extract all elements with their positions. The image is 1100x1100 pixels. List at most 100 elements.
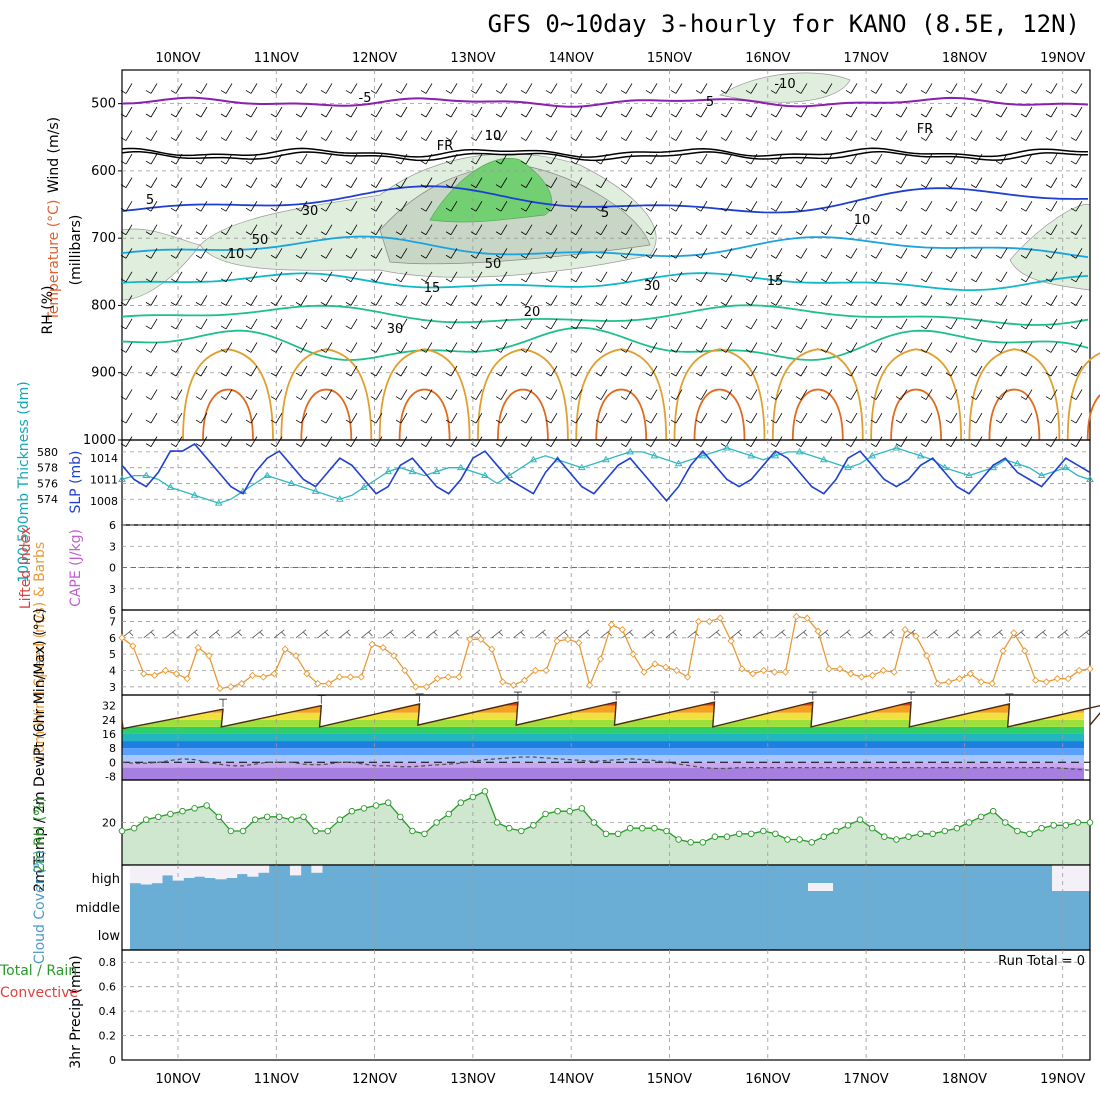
wind-barb	[445, 224, 458, 236]
wind-barb	[645, 389, 658, 400]
wind-barb	[270, 365, 283, 377]
wind-barb	[220, 130, 233, 141]
wind-barb	[670, 130, 683, 141]
precip-tick: 0.6	[99, 981, 117, 994]
contour-label: -10	[774, 77, 795, 92]
wind-barb	[370, 106, 383, 118]
thickness-point	[481, 471, 489, 479]
wind-barb	[670, 83, 683, 94]
wind-barb	[495, 365, 508, 377]
isotherm-15	[121, 272, 1089, 291]
wind-barb	[1070, 224, 1083, 236]
wind-barb	[920, 224, 933, 236]
isotherm-20	[121, 304, 1089, 326]
thickness-point	[408, 467, 417, 475]
rh-point	[735, 830, 743, 838]
wind-barb	[395, 365, 408, 377]
wind-barb	[170, 200, 183, 212]
rh-point	[941, 827, 949, 835]
wind-barb	[720, 200, 733, 212]
precip-tick: 0.2	[99, 1030, 117, 1043]
wind-barb	[120, 365, 133, 377]
wind-tick: 7	[109, 615, 116, 628]
wind-barb	[370, 200, 383, 212]
rh-point	[1038, 824, 1045, 832]
wind-barb	[895, 342, 908, 353]
wind-barb	[445, 271, 458, 283]
wind-barb	[820, 295, 833, 306]
wind-barb	[170, 389, 183, 400]
wind-barb	[645, 436, 658, 447]
wind-barb	[695, 200, 708, 212]
isotherm-35	[791, 388, 844, 441]
wind-barb	[820, 342, 833, 353]
contour-label: 15	[767, 274, 784, 289]
wind-barb	[945, 318, 958, 330]
wind-barb	[470, 83, 483, 94]
cloud-high-gap-mid	[808, 883, 833, 891]
thickness-point	[505, 471, 514, 479]
wind10m-point	[705, 617, 713, 626]
wind-barb	[895, 295, 908, 306]
wind-barb	[645, 224, 658, 236]
wind-barb	[870, 200, 883, 212]
convective-label: Convective	[0, 985, 78, 1001]
wind-barb	[345, 342, 358, 353]
date-label-top: 17NOV	[844, 51, 889, 66]
li-tick: 6	[109, 604, 116, 617]
wind10m-barb	[230, 629, 243, 639]
wind-barb	[920, 295, 933, 306]
wind-barb	[870, 318, 883, 330]
wind-barb	[1045, 412, 1058, 424]
li-tick: 6	[109, 519, 116, 532]
lifted-index-panel: 6 3 0 3 6	[109, 519, 1091, 617]
wind-barb	[620, 200, 633, 212]
rh-point	[747, 830, 755, 838]
rh-point	[626, 824, 634, 832]
wind-barb	[695, 342, 708, 353]
wind-barb	[695, 412, 708, 424]
date-label-bottom: 15NOV	[647, 1072, 692, 1087]
wind-barb	[570, 153, 583, 165]
wind-barb	[795, 295, 808, 306]
wind-barb	[1045, 130, 1058, 141]
wind-barb	[520, 271, 533, 283]
wind-barb	[820, 83, 833, 94]
thickness-point	[892, 443, 901, 451]
contour-label: 30	[302, 204, 319, 219]
wind-barb	[1020, 200, 1033, 212]
wind-barb	[220, 295, 233, 306]
wind-barb	[345, 389, 358, 400]
wind-barb	[195, 342, 208, 353]
wind-barb	[420, 177, 433, 188]
wind-barb	[395, 295, 408, 306]
isotherm-25	[121, 326, 1089, 361]
precip-panel: 0 0.2 0.4 0.6 0.8	[99, 949, 1091, 1067]
wind-barb	[295, 83, 308, 94]
wind10m-point	[346, 673, 355, 681]
wind-barb	[1070, 365, 1083, 377]
thickness-point	[723, 443, 731, 451]
wind-barb	[895, 436, 908, 447]
wind10m-axis-label: 10m Wind Speed (m/s) & Barbs	[32, 542, 48, 762]
wind10m-barb	[339, 629, 351, 639]
wind-barb	[270, 200, 283, 212]
wind10m-point	[901, 625, 909, 634]
rh-point	[1002, 819, 1009, 826]
wind-barb	[345, 130, 358, 141]
wind-barb	[895, 130, 908, 141]
wind10m-line	[121, 615, 1091, 690]
precip-tick: 0.8	[99, 956, 117, 969]
wind-barb	[245, 130, 258, 141]
wind-barb	[445, 295, 458, 306]
wind-barb	[145, 318, 158, 330]
slp-tick: 1008	[90, 495, 118, 508]
slp-tick: 1014	[90, 452, 118, 465]
thickness-point	[940, 463, 949, 471]
wind10m-point	[325, 679, 333, 688]
wind-barb	[320, 436, 333, 447]
temp-max-bar	[513, 691, 522, 701]
date-label-top: 10NOV	[155, 51, 200, 66]
wind10m-point	[444, 673, 452, 681]
wind10m-barb	[839, 629, 852, 639]
